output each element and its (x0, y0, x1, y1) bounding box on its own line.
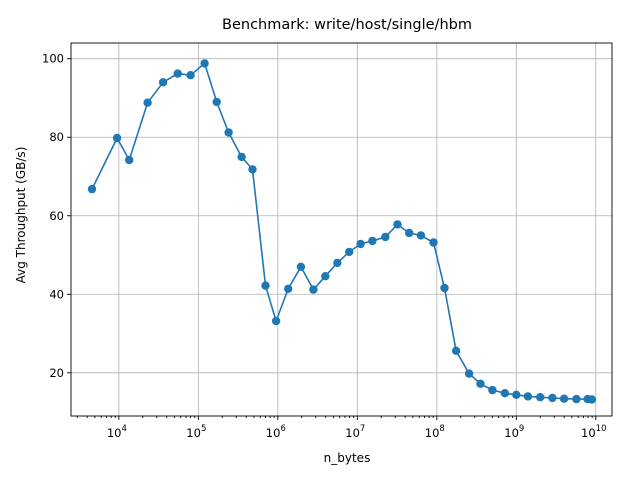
y-axis-label: Avg Throughput (GB/s) (14, 147, 28, 284)
data-point (112, 133, 122, 143)
data-point (284, 284, 293, 293)
series-layer (87, 59, 596, 404)
data-point (248, 165, 257, 174)
data-point (143, 98, 152, 107)
data-point (500, 389, 510, 398)
data-point (237, 152, 246, 162)
chart-title: Benchmark: write/host/single/hbm (222, 17, 472, 33)
data-point (512, 390, 521, 399)
x-tick-label: 105 (186, 424, 206, 440)
data-point (356, 239, 365, 249)
data-point (488, 385, 497, 395)
y-tick-label: 100 (42, 52, 64, 66)
data-point (405, 228, 414, 238)
series-line (91, 62, 592, 401)
y-tick-label: 40 (49, 287, 64, 301)
x-tick-label: 108 (425, 424, 445, 440)
y-axis-ticks: 20 40 60 80 100 (42, 52, 71, 380)
data-point (587, 395, 596, 404)
data-point (536, 393, 545, 402)
data-point (200, 59, 209, 68)
x-axis-ticks: 104 105 106 107 108 109 1010 (76, 416, 607, 440)
y-tick-label: 60 (49, 209, 64, 223)
data-point (451, 346, 461, 355)
data-point (523, 392, 533, 401)
y-tick-label: 80 (49, 130, 64, 144)
data-point (158, 78, 168, 87)
x-axis-label: n_bytes (324, 451, 371, 465)
data-point (186, 71, 195, 80)
data-point (548, 393, 557, 403)
x-tick-label: 1010 (581, 424, 606, 440)
data-point (333, 258, 342, 268)
data-point (393, 220, 402, 229)
x-tick-label: 104 (107, 424, 127, 440)
x-tick-label: 109 (504, 424, 524, 440)
data-point (381, 232, 390, 242)
data-point (87, 184, 97, 194)
plot-frame (70, 42, 613, 417)
data-point (309, 285, 318, 294)
data-point (440, 283, 449, 293)
data-point (296, 262, 306, 271)
data-point (345, 247, 354, 257)
grid (71, 43, 612, 416)
x-tick-label: 107 (345, 424, 365, 440)
y-tick-label: 20 (49, 366, 64, 380)
data-point (224, 128, 233, 137)
data-point (572, 394, 581, 404)
data-point (212, 97, 221, 107)
data-point (271, 316, 281, 326)
data-point (429, 238, 438, 247)
data-point (476, 379, 485, 388)
data-point (173, 69, 182, 78)
data-point (416, 231, 426, 240)
data-point (559, 394, 569, 403)
data-point (321, 272, 330, 281)
x-tick-label: 106 (266, 424, 286, 440)
data-point (125, 155, 134, 165)
data-point (261, 281, 270, 290)
data-point (368, 236, 377, 246)
data-point (464, 369, 474, 378)
